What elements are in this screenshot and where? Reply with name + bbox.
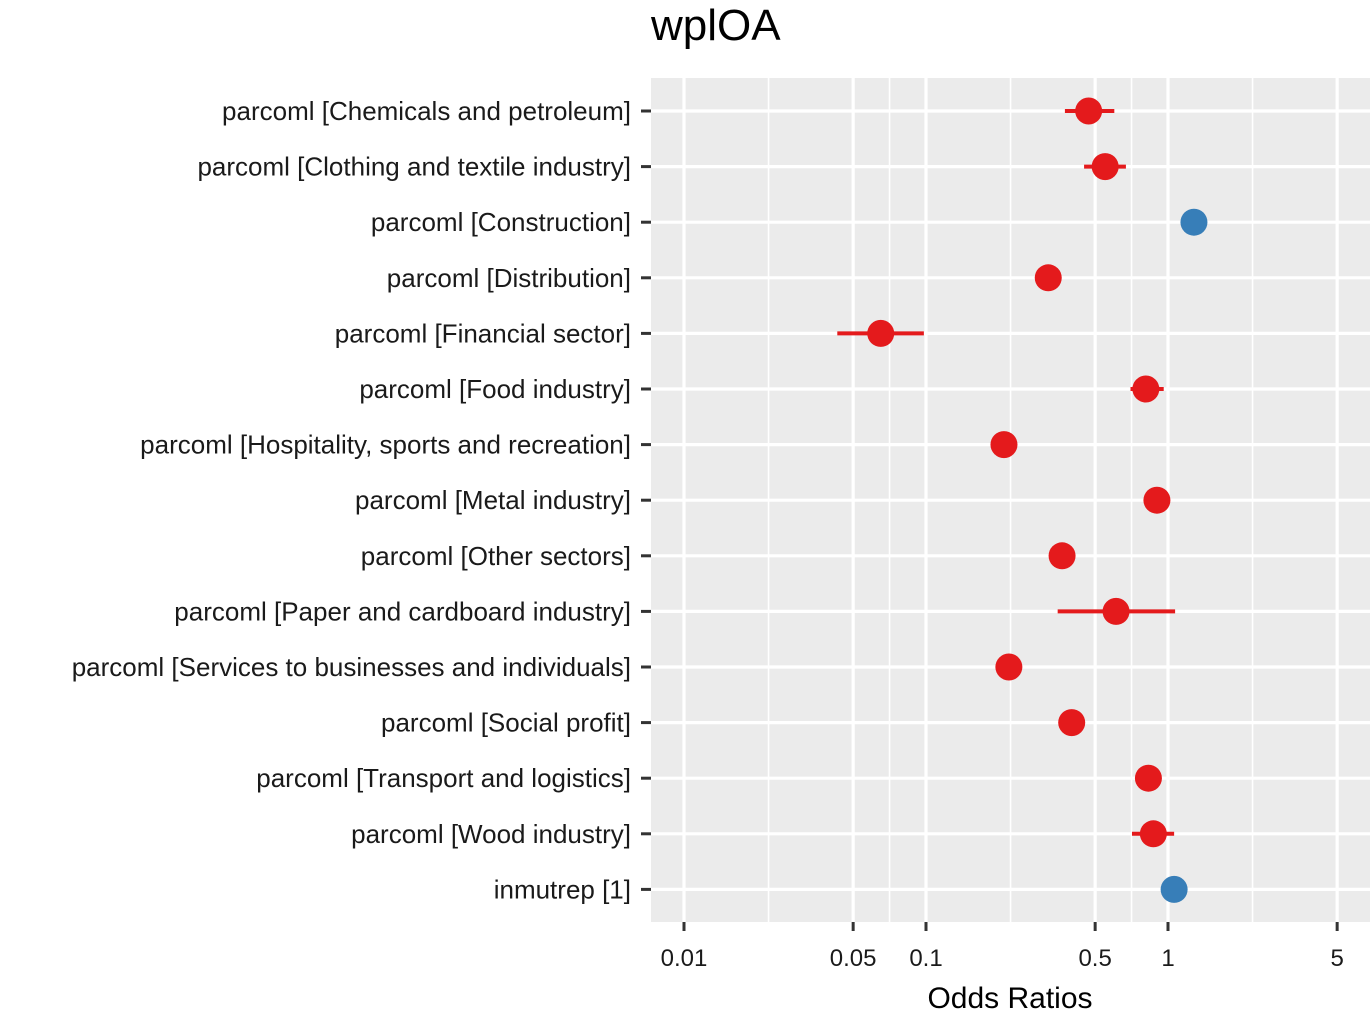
- y-tick-label: inmutrep [1]: [494, 874, 631, 904]
- estimate-point: [1143, 486, 1171, 514]
- y-axis: parcoml [Chemicals and petroleum] parcoml…: [72, 96, 651, 904]
- estimate-point: [1048, 542, 1076, 570]
- estimate-point: [1139, 820, 1167, 848]
- estimate-point: [1160, 875, 1188, 903]
- data-marks: [837, 97, 1208, 903]
- estimate-point: [1075, 97, 1103, 125]
- estimate-point: [1091, 153, 1119, 181]
- estimate-point: [995, 653, 1023, 681]
- x-tick-label: 1: [1161, 945, 1174, 972]
- estimate-point: [867, 319, 895, 347]
- y-tick-label: parcoml [Distribution]: [387, 263, 631, 293]
- x-axis-label: Odds Ratios: [927, 982, 1092, 1009]
- x-tick-label: 0.5: [1078, 945, 1111, 972]
- y-tick-label: parcoml [Clothing and textile industry]: [197, 152, 631, 182]
- y-tick-label: parcoml [Social profit]: [381, 708, 631, 738]
- x-tick-label: 0.05: [830, 945, 877, 972]
- estimate-point: [990, 431, 1018, 459]
- x-tick-label: 0.1: [909, 945, 942, 972]
- estimate-point: [1034, 264, 1062, 292]
- y-tick-label: parcoml [Hospitality, sports and recreat…: [140, 430, 631, 460]
- y-tick-label: parcoml [Chemicals and petroleum]: [222, 96, 631, 126]
- x-tick-label: 0.01: [661, 945, 708, 972]
- x-tick-label: 5: [1330, 945, 1343, 972]
- y-tick-label: parcoml [Food industry]: [359, 374, 631, 404]
- y-tick-label: parcoml [Financial sector]: [335, 318, 631, 348]
- chart-title: wplOA: [650, 1, 781, 50]
- y-tick-label: parcoml [Wood industry]: [351, 819, 631, 849]
- estimate-point: [1180, 208, 1208, 236]
- estimate-point: [1102, 597, 1130, 625]
- estimate-point: [1134, 764, 1162, 792]
- estimate-point: [1058, 709, 1086, 737]
- y-tick-label: parcoml [Services to businesses and indi…: [72, 652, 631, 682]
- y-tick-label: parcoml [Other sectors]: [361, 541, 631, 571]
- y-tick-label: parcoml [Transport and logistics]: [256, 763, 631, 793]
- y-tick-label: parcoml [Metal industry]: [355, 485, 631, 515]
- estimate-point: [1132, 375, 1160, 403]
- y-tick-label: parcoml [Paper and cardboard industry]: [174, 596, 631, 626]
- x-axis: 0.01 0.05 0.1 0.5 1 5: [661, 922, 1344, 972]
- y-tick-label: parcoml [Construction]: [371, 207, 631, 237]
